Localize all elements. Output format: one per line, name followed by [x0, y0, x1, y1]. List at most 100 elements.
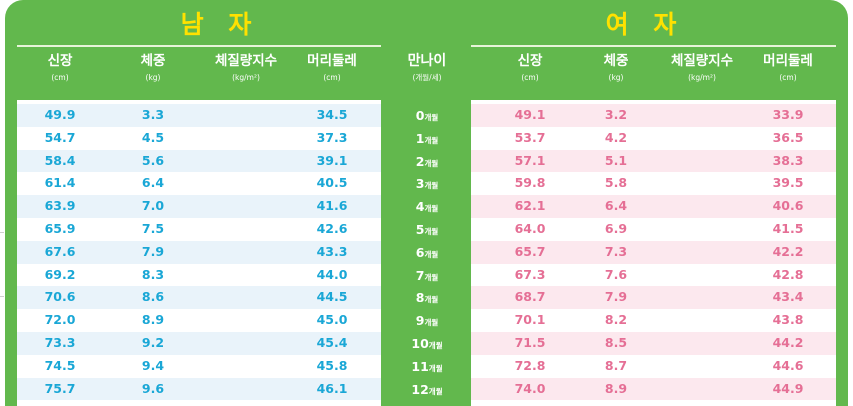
female-head-circumference-cell: 44.2 [772, 335, 804, 350]
age-unit: 개월 [428, 341, 443, 350]
female-bmi-cell [659, 309, 745, 332]
age-value: 5 [415, 222, 425, 237]
female-head-circumference-cell: 33.9 [772, 107, 804, 122]
male-table-row: 61.4 6.4 40.5 [17, 172, 381, 195]
male-bmi-cell [203, 104, 289, 127]
male-weight-cell: 5.6 [141, 152, 165, 168]
male-weight-cell: 9.2 [141, 335, 165, 350]
female-weight-cell: 5.1 [604, 152, 628, 168]
female-height-cell: 68.7 [514, 289, 546, 305]
male-height-cell: 65.9 [44, 221, 76, 236]
header-label: 체중 [140, 53, 166, 69]
female-title-divider [471, 45, 836, 47]
female-head-circumference-cell: 43.4 [772, 289, 804, 305]
header-label: 신장 [517, 53, 543, 69]
female-weight-cell: 4.2 [604, 129, 628, 145]
age-cell: 1개월 [385, 127, 469, 150]
male-height-cell: 70.6 [44, 289, 76, 305]
female-bmi-cell [659, 195, 745, 218]
age-unit: 개월 [424, 272, 439, 282]
age-unit: 개월 [424, 295, 439, 305]
header-unit: (kg) [145, 73, 161, 82]
male-bmi-cell [203, 218, 289, 241]
male-height-cell: 67.6 [44, 243, 76, 259]
age-value: 1 [415, 130, 425, 146]
age-value: 6 [415, 244, 425, 260]
male-bmi-cell [203, 332, 289, 355]
male-weight-cell: 7.9 [141, 243, 165, 259]
male-weight-cell: 8.3 [141, 266, 165, 282]
age-cell: 2개월 [385, 150, 469, 173]
female-table-row: 71.5 8.5 44.2 [471, 332, 836, 355]
male-head-circumference-cell: 46.1 [316, 380, 348, 396]
male-bmi-cell [203, 127, 289, 150]
age-unit: 개월 [424, 158, 439, 168]
female-table-row: 53.7 4.2 36.5 [471, 127, 836, 150]
female-height-cell: 74.0 [514, 380, 546, 396]
female-weight-cell: 7.6 [604, 266, 628, 282]
male-table-row: 74.5 9.4 45.8 [17, 355, 381, 378]
female-head-circumference-cell: 44.9 [772, 380, 804, 396]
male-head-circumference-cell: 43.3 [316, 243, 348, 259]
header-unit: (cm) [51, 73, 69, 82]
female-head-circumference-cell: 39.5 [772, 175, 804, 191]
female-table-row: 74.0 8.9 44.9 [471, 377, 836, 401]
male-head-circumference-cell: 34.5 [316, 107, 348, 122]
age-value: 3 [415, 176, 425, 192]
age-cell: 3개월 [385, 172, 469, 195]
male-weight-cell: 8.6 [141, 289, 165, 305]
male-weight-cell: 9.4 [141, 357, 165, 373]
female-head-circumference-cell: 42.8 [772, 266, 804, 282]
male-head-circumference-cell: 37.3 [316, 129, 348, 145]
age-cell: 5개월 [385, 218, 469, 241]
male-height-cell: 61.4 [44, 175, 76, 191]
header-unit: (kg/m²) [688, 73, 716, 82]
female-table-row: 67.3 7.6 42.8 [471, 264, 836, 287]
male-bmi-cell [203, 172, 289, 195]
male-header-weight: 체중 (kg) [103, 52, 203, 97]
header-label: 머리둘레 [763, 53, 813, 69]
male-header-head-circumference: 머리둘레 (cm) [289, 52, 375, 97]
male-table-row: 70.6 8.6 44.5 [17, 286, 381, 310]
female-height-cell: 53.7 [514, 129, 546, 145]
female-weight-cell: 6.4 [604, 198, 628, 214]
male-height-cell: 74.5 [44, 357, 76, 373]
male-height-cell: 73.3 [44, 335, 76, 350]
female-bmi-cell [659, 286, 745, 309]
male-height-cell: 69.2 [44, 266, 76, 282]
male-title-divider [17, 45, 381, 47]
header-unit: (kg) [608, 73, 624, 82]
header-label: 머리둘레 [307, 53, 357, 69]
male-weight-cell: 3.3 [141, 107, 165, 122]
age-value: 12 [411, 381, 429, 397]
female-weight-cell: 5.8 [604, 175, 628, 191]
female-height-cell: 67.3 [514, 266, 546, 282]
header-unit: (개월/세) [412, 73, 442, 82]
age-value: 0 [415, 108, 425, 123]
female-weight-cell: 6.9 [604, 221, 628, 236]
female-table-row: 64.0 6.9 41.5 [471, 218, 836, 241]
female-table-row: 72.8 8.7 44.6 [471, 355, 836, 378]
age-cell: 0개월 [385, 104, 469, 127]
male-weight-cell: 9.6 [141, 380, 165, 396]
header-label: 체질량지수 [670, 53, 734, 69]
male-table-row: 49.9 3.3 34.5 [17, 104, 381, 127]
female-bmi-cell [659, 104, 745, 127]
female-bmi-cell [659, 150, 745, 173]
male-section-title: 남 자 [180, 10, 260, 39]
male-head-circumference-cell: 40.5 [316, 175, 348, 191]
age-cell: 9개월 [385, 309, 469, 332]
male-height-cell: 63.9 [44, 198, 76, 214]
age-cell: 6개월 [385, 241, 469, 264]
male-table-row: 67.6 7.9 43.3 [17, 240, 381, 264]
male-bmi-cell [203, 195, 289, 218]
male-bmi-cell [203, 355, 289, 378]
age-unit: 개월 [424, 135, 439, 145]
female-weight-cell: 8.9 [604, 380, 628, 396]
female-table-row: 65.7 7.3 42.2 [471, 240, 836, 264]
male-table-row: 73.3 9.2 45.4 [17, 332, 381, 355]
male-header-height: 신장 (cm) [17, 52, 103, 97]
female-bmi-cell [659, 218, 745, 241]
female-table-row: 57.1 5.1 38.3 [471, 149, 836, 173]
